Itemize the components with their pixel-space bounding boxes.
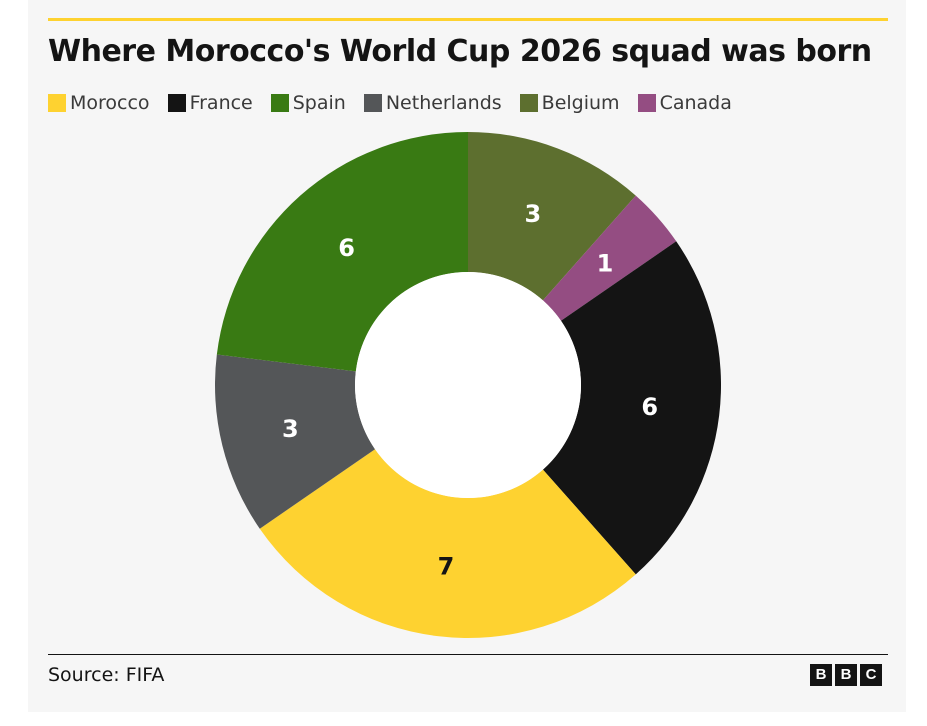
slice-label-france: 6 [641, 393, 658, 421]
legend-swatch-belgium [519, 94, 538, 112]
legend-item-morocco: Morocco [48, 92, 150, 114]
legend-swatch-netherlands [363, 94, 382, 112]
slice-spain [216, 132, 468, 372]
bbc-logo-block: B [810, 664, 832, 686]
legend-label-morocco: Morocco [70, 92, 150, 114]
bbc-logo-block: B [835, 664, 857, 686]
slice-belgium [468, 132, 636, 301]
slice-label-canada: 1 [597, 250, 614, 278]
legend-swatch-morocco [48, 94, 66, 112]
top-accent-rule [48, 18, 888, 21]
legend-swatch-canada [637, 94, 656, 112]
legend-label-belgium: Belgium [541, 92, 620, 114]
bbc-logo: B B C [810, 664, 882, 686]
slice-label-spain: 6 [338, 234, 355, 262]
donut-hole [355, 272, 581, 498]
legend-label-canada: Canada [659, 92, 732, 114]
chart-title: Where Morocco's World Cup 2026 squad was… [48, 34, 872, 69]
legend-label-spain: Spain [292, 92, 346, 114]
source-note: Source: FIFA [48, 664, 165, 686]
slice-morocco [259, 449, 636, 638]
bbc-logo-block: C [860, 664, 882, 686]
legend-item-belgium: Belgium [519, 92, 620, 114]
legend-label-france: France [189, 92, 253, 114]
slice-label-morocco: 7 [438, 553, 455, 581]
legend-label-netherlands: Netherlands [385, 92, 502, 114]
legend-item-netherlands: Netherlands [363, 92, 502, 114]
legend-item-canada: Canada [637, 92, 732, 114]
slice-netherlands [215, 354, 376, 529]
slice-canada [542, 195, 677, 321]
legend-item-france: France [167, 92, 253, 114]
legend-swatch-spain [270, 94, 289, 112]
bottom-rule [48, 654, 888, 655]
legend-item-spain: Spain [270, 92, 346, 114]
slice-label-netherlands: 3 [282, 415, 299, 443]
slice-france [542, 241, 721, 575]
slice-label-belgium: 3 [525, 200, 542, 228]
legend-swatch-france [167, 94, 186, 112]
chart-legend: Morocco France Spain Netherlands Belgium… [48, 92, 732, 114]
